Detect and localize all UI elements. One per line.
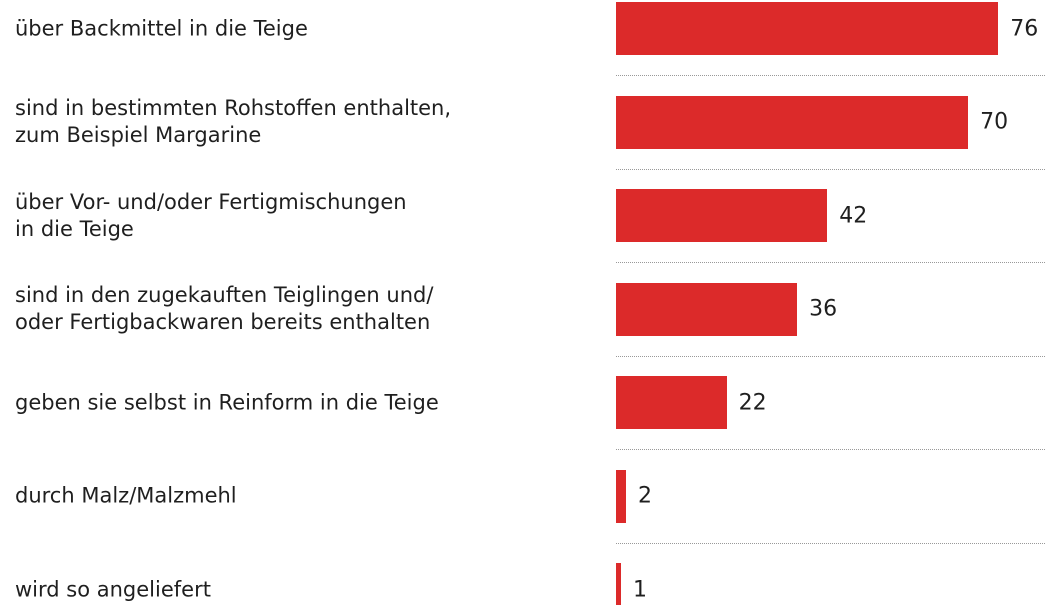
category-label: sind in bestimmten Rohstoffen enthalten,…	[15, 96, 452, 147]
bar	[616, 2, 999, 55]
value-label: 42	[839, 203, 868, 228]
value-label: 36	[809, 296, 838, 322]
separator	[616, 75, 1045, 76]
separator	[616, 449, 1045, 450]
separator	[616, 542, 1045, 544]
separator	[616, 168, 1045, 170]
category-label: über Backmittel in die Teige	[15, 16, 308, 40]
value-label: 70	[980, 109, 1009, 135]
separator	[616, 262, 1045, 263]
category-label: geben sie selbst in Reinform in die Teig…	[15, 390, 439, 414]
value-label: 2	[638, 483, 653, 509]
value-label: 22	[738, 390, 767, 415]
category-label: über Vor- und/oder Fertigmischungen in d…	[15, 189, 407, 241]
category-label: wird so angeliefert	[15, 577, 211, 601]
value-label: 76	[1010, 16, 1039, 41]
bar	[616, 376, 727, 429]
value-label: 1	[633, 577, 648, 602]
bar	[616, 469, 627, 523]
bar	[616, 189, 828, 242]
category-label: durch Malz/Malzmehl	[15, 483, 237, 508]
category-label: sind in den zugekauften Teiglingen und/ …	[15, 283, 434, 334]
bar	[616, 282, 798, 336]
bar	[616, 563, 622, 605]
separator	[616, 355, 1045, 357]
bar	[616, 95, 969, 149]
